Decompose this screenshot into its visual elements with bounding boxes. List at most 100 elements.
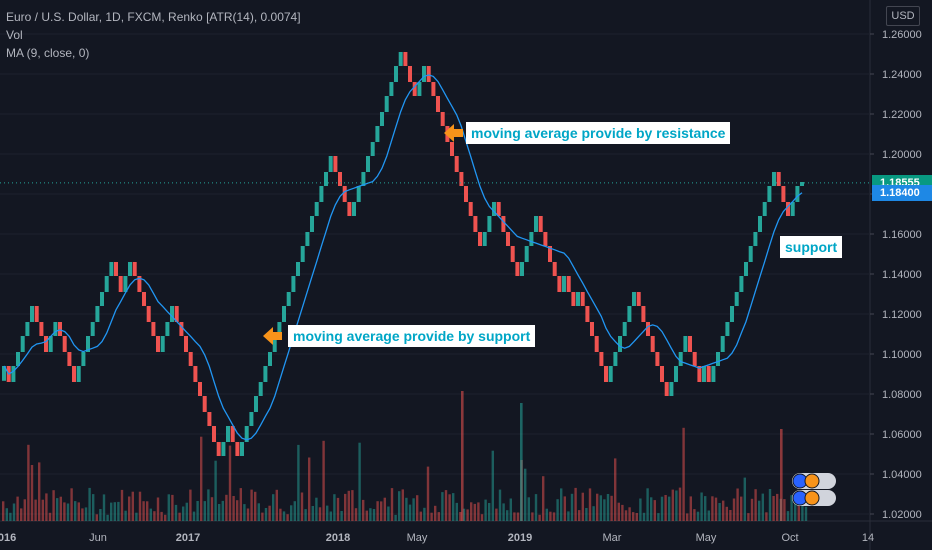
annotation-support-right[interactable]: support (780, 236, 843, 258)
volume-bar (110, 502, 113, 521)
renko-brick (786, 202, 790, 216)
volume-bar (300, 492, 304, 521)
volume-bar (200, 436, 203, 521)
renko-brick (524, 246, 529, 262)
renko-brick (776, 172, 781, 186)
volume-bar (45, 493, 48, 521)
renko-brick (188, 352, 193, 366)
volume-bar (99, 509, 102, 521)
y-tick-label: 1.08000 (882, 389, 922, 401)
renko-brick (674, 366, 678, 382)
volume-bar (804, 506, 808, 521)
renko-brick (576, 292, 580, 306)
volume-bar (768, 489, 772, 521)
volume-bar (560, 488, 563, 521)
chart-legend: Euro / U.S. Dollar, 1D, FXCM, Renko [ATR… (6, 8, 301, 62)
renko-brick (179, 322, 184, 336)
volume-bar (279, 508, 282, 521)
renko-brick (454, 156, 459, 172)
renko-brick (678, 352, 683, 366)
renko-brick (282, 306, 286, 322)
volume-bar (326, 505, 329, 521)
volume-bar (362, 499, 365, 521)
renko-brick (492, 202, 496, 216)
volume-bar (286, 514, 289, 521)
renko-brick (268, 352, 272, 366)
volume-bar (106, 514, 109, 521)
renko-brick (338, 172, 342, 186)
renko-brick (660, 366, 664, 382)
x-tick-label: Mar (603, 532, 622, 544)
volume-bar (142, 501, 145, 521)
volume-bar (552, 512, 556, 521)
renko-brick (258, 382, 263, 396)
annotation-resistance[interactable]: moving average provide by resistance (466, 122, 731, 144)
renko-brick (58, 322, 62, 336)
renko-brick (426, 66, 431, 82)
symbol-title[interactable]: Euro / U.S. Dollar, 1D, FXCM, Renko [ATR… (6, 10, 301, 24)
volume-bar (686, 513, 689, 521)
renko-brick (478, 232, 482, 246)
volume-bar (268, 505, 271, 521)
volume-bar (365, 510, 368, 521)
volume-bar (718, 503, 721, 521)
renko-brick (720, 336, 725, 352)
renko-brick (650, 336, 655, 352)
renko-brick (114, 262, 118, 276)
volume-bar (38, 462, 41, 521)
renko-brick (123, 276, 128, 292)
volume-bar (2, 501, 5, 521)
renko-brick (384, 96, 389, 112)
ma-price-tag: 1.18400 (872, 185, 932, 201)
volume-bar (189, 489, 192, 521)
renko-brick (403, 52, 408, 66)
x-tick-label: May (696, 532, 717, 544)
volume-bar (34, 499, 37, 521)
ma-indicator-label[interactable]: MA (9, close, 0) (6, 46, 90, 60)
annotation-support-main[interactable]: moving average provide by support (288, 325, 536, 347)
currency-badge[interactable]: USD (886, 6, 920, 26)
renko-brick (412, 82, 417, 96)
renko-brick (109, 262, 114, 276)
volume-bar (534, 494, 538, 521)
y-tick-label: 1.02000 (882, 509, 922, 521)
renko-brick (202, 396, 207, 412)
volume-bar (315, 497, 318, 521)
volume-bar (5, 508, 8, 521)
volume-bar (221, 500, 224, 521)
volume-bar (412, 498, 415, 521)
volume-bar (394, 514, 397, 521)
renko-brick (464, 186, 468, 202)
volume-bar (236, 500, 239, 521)
renko-brick (165, 322, 170, 336)
renko-brick (25, 322, 30, 336)
renko-brick (585, 306, 590, 322)
event-icons[interactable] (792, 473, 836, 506)
volume-bar (736, 488, 739, 521)
renko-brick (333, 156, 338, 172)
volume-bar (729, 510, 732, 521)
renko-brick (249, 412, 254, 426)
renko-brick (398, 52, 403, 66)
volume-bar (624, 510, 628, 521)
volume-bar (275, 489, 278, 521)
renko-brick (641, 306, 646, 322)
renko-brick (590, 322, 594, 336)
renko-brick (342, 186, 347, 202)
volume-indicator-label[interactable]: Vol (6, 28, 23, 42)
volume-bar (225, 494, 228, 521)
renko-brick (30, 306, 34, 322)
volume-bar (232, 496, 235, 521)
renko-brick (772, 172, 776, 186)
volume-bar (135, 512, 138, 521)
volume-bar (160, 511, 163, 521)
renko-brick (762, 202, 767, 216)
volume-bar (92, 494, 95, 521)
volume-bar (578, 510, 581, 521)
renko-brick (436, 96, 440, 112)
volume-bar (20, 508, 23, 521)
volume-bar (74, 501, 77, 521)
volume-bar (614, 458, 617, 521)
renko-brick (417, 82, 422, 96)
